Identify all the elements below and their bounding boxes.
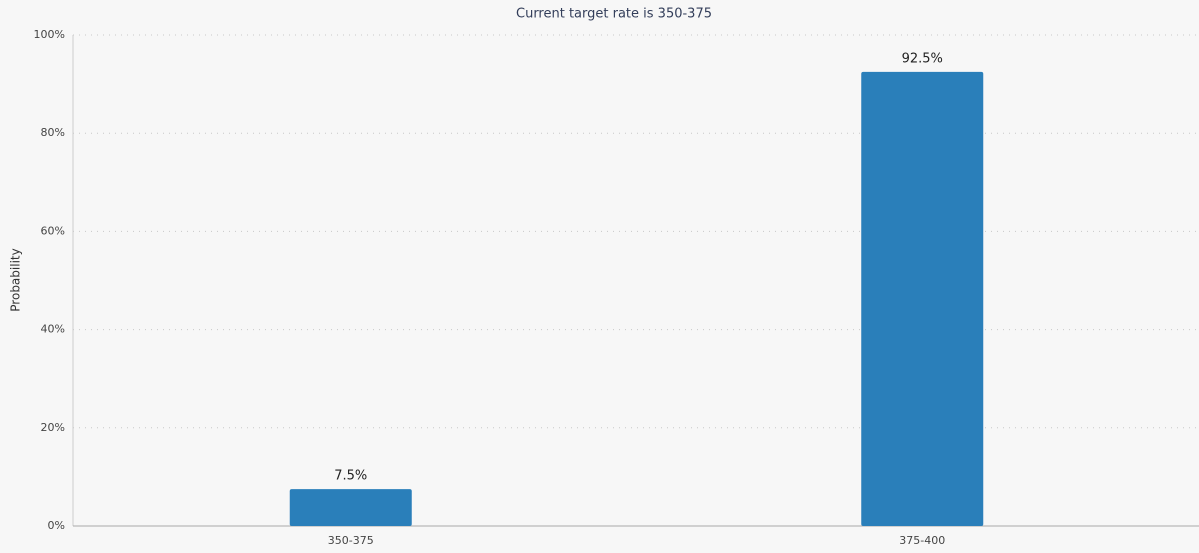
- y-tick-label: 0%: [48, 519, 65, 532]
- y-tick-label: 60%: [41, 224, 65, 237]
- chart-title: Current target rate is 350-375: [516, 7, 712, 22]
- x-tick-label: 350-375: [328, 534, 374, 547]
- y-tick-label: 20%: [41, 421, 65, 434]
- y-tick-label: 100%: [34, 28, 65, 41]
- bar: [289, 489, 412, 526]
- bar: [861, 71, 984, 526]
- value-label: 92.5%: [902, 51, 943, 66]
- value-label: 7.5%: [334, 469, 367, 484]
- y-axis-label: Probability: [9, 248, 23, 311]
- x-tick-label: 375-400: [899, 534, 945, 547]
- y-tick-label: 80%: [41, 126, 65, 139]
- y-tick-label: 40%: [41, 323, 65, 336]
